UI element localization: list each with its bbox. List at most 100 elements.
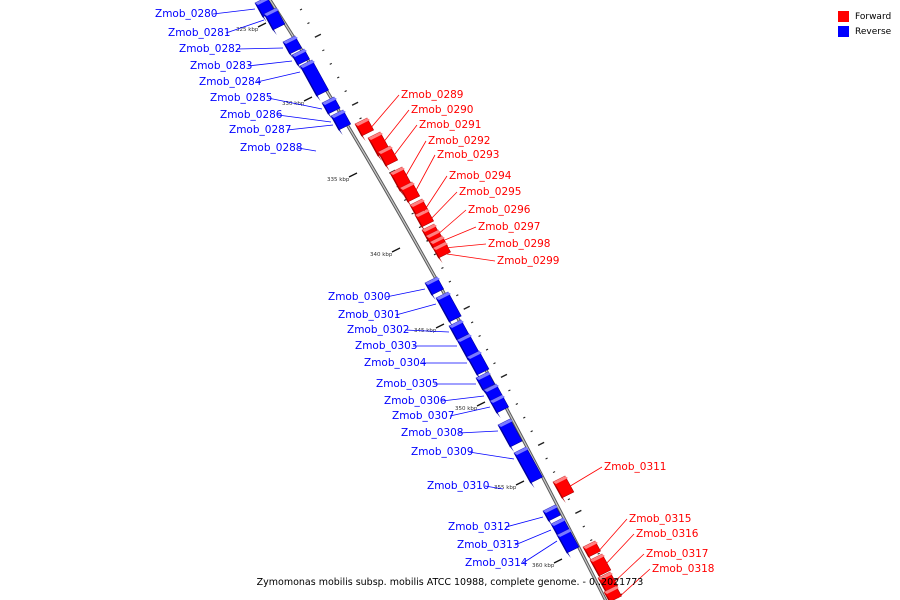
legend-label-reverse: Reverse [855, 26, 892, 37]
scale-tick-label: 330 kbp [282, 101, 305, 107]
gene-label: Zmob_0297 [478, 221, 540, 233]
scale-tick [515, 480, 525, 486]
gene-leader-line [404, 329, 450, 333]
gene-leader-line [423, 175, 448, 212]
gene-leader-line [522, 540, 558, 564]
gene-top [430, 236, 445, 244]
gene-label: Zmob_0300 [328, 291, 390, 303]
gene-top [484, 384, 499, 392]
gene-top [426, 230, 441, 238]
gene-side [557, 535, 571, 558]
gene-top [322, 97, 337, 105]
gene-label: Zmob_0306 [384, 395, 447, 407]
gene-label: Zmob_0298 [488, 238, 550, 250]
gene-label: Zmob_0282 [179, 43, 241, 55]
gene-leader-line [443, 243, 487, 249]
gene-leader-line [484, 485, 504, 490]
gene-top [355, 118, 370, 126]
gene-side [322, 103, 333, 119]
gene-side [292, 55, 302, 70]
scale-tick-label: 350 kbp [455, 406, 478, 412]
scale-dot [463, 305, 471, 310]
gene-leader-line [505, 516, 544, 528]
gene-block [263, 7, 286, 35]
gene-leader-line [413, 154, 436, 195]
scale-dot [508, 389, 511, 392]
gene-label: Zmob_0316 [636, 528, 699, 540]
gene-top [331, 110, 346, 118]
legend-item-forward: Forward [838, 9, 891, 24]
gene-block [377, 145, 399, 171]
gene-leader-line [267, 97, 323, 110]
scale-dot [582, 525, 586, 528]
gene-label: Zmob_0312 [448, 521, 510, 533]
gene-label: Zmob_0299 [497, 255, 559, 267]
gene-side [400, 188, 412, 207]
scale-dot [359, 117, 362, 120]
gene-side [490, 401, 501, 418]
gene-block [330, 109, 352, 135]
gene-top [583, 541, 598, 549]
gene-side [543, 511, 553, 526]
gene-label: Zmob_0289 [401, 89, 463, 101]
gene-side [264, 14, 277, 35]
scale-dot [344, 90, 347, 93]
gene-side [255, 3, 267, 22]
gene-top [378, 146, 393, 154]
gene-block [435, 291, 462, 327]
gene-top [433, 242, 448, 250]
gene-leader-line [441, 395, 485, 402]
gene-top [514, 447, 529, 455]
gene-label: Zmob_0310 [427, 480, 489, 492]
gene-side [553, 482, 566, 503]
scale-dot [552, 471, 556, 474]
scale-tick [435, 323, 445, 329]
gene-block [414, 208, 435, 232]
gene-leader-line [468, 451, 515, 460]
gene-top [425, 277, 440, 285]
gene-label: Zmob_0314 [465, 557, 528, 569]
gene-side [583, 547, 593, 562]
gene-side [283, 42, 294, 59]
gene-label: Zmob_0290 [411, 104, 473, 116]
gene-top [476, 372, 491, 380]
gene-label: Zmob_0283 [190, 60, 252, 72]
gene-leader-line [617, 568, 651, 599]
gene-label: Zmob_0303 [355, 340, 417, 352]
gene-block [299, 59, 329, 101]
gene-top [467, 351, 482, 359]
gene-label: Zmob_0285 [210, 92, 272, 104]
gene-label: Zmob_0302 [347, 324, 409, 336]
scale-tick [391, 247, 401, 253]
scale-dot [567, 498, 571, 501]
scale-dot [336, 76, 340, 79]
gene-label: Zmob_0296 [468, 204, 531, 216]
gene-block [432, 241, 451, 263]
scale-dot [530, 430, 533, 433]
gene-top [415, 209, 430, 217]
gene-top [436, 292, 451, 300]
gene-side [476, 378, 487, 395]
gene-leader-line [449, 406, 491, 417]
scale-dot [322, 49, 325, 52]
scale-dot [403, 198, 407, 201]
gene-side [467, 357, 481, 380]
gene-leader-line [247, 60, 293, 67]
scale-dot [537, 441, 545, 446]
gene-block [354, 117, 375, 141]
gene-leader-line [391, 124, 418, 159]
gene-side [433, 248, 443, 263]
legend: Forward Reverse [838, 9, 891, 39]
gene-label: Zmob_0311 [604, 461, 666, 473]
gene-top [390, 167, 405, 175]
gene-leader-line [439, 226, 477, 243]
gene-top [604, 586, 619, 594]
gene-block [556, 528, 580, 558]
gene-top [543, 505, 558, 513]
gene-leader-line [368, 94, 400, 131]
gene-side [378, 152, 390, 171]
scale-tick-label: 335 kbp [327, 177, 350, 183]
scale-dot [456, 294, 459, 297]
gene-top [557, 529, 572, 537]
scale-tick-label: 360 kbp [532, 563, 555, 569]
